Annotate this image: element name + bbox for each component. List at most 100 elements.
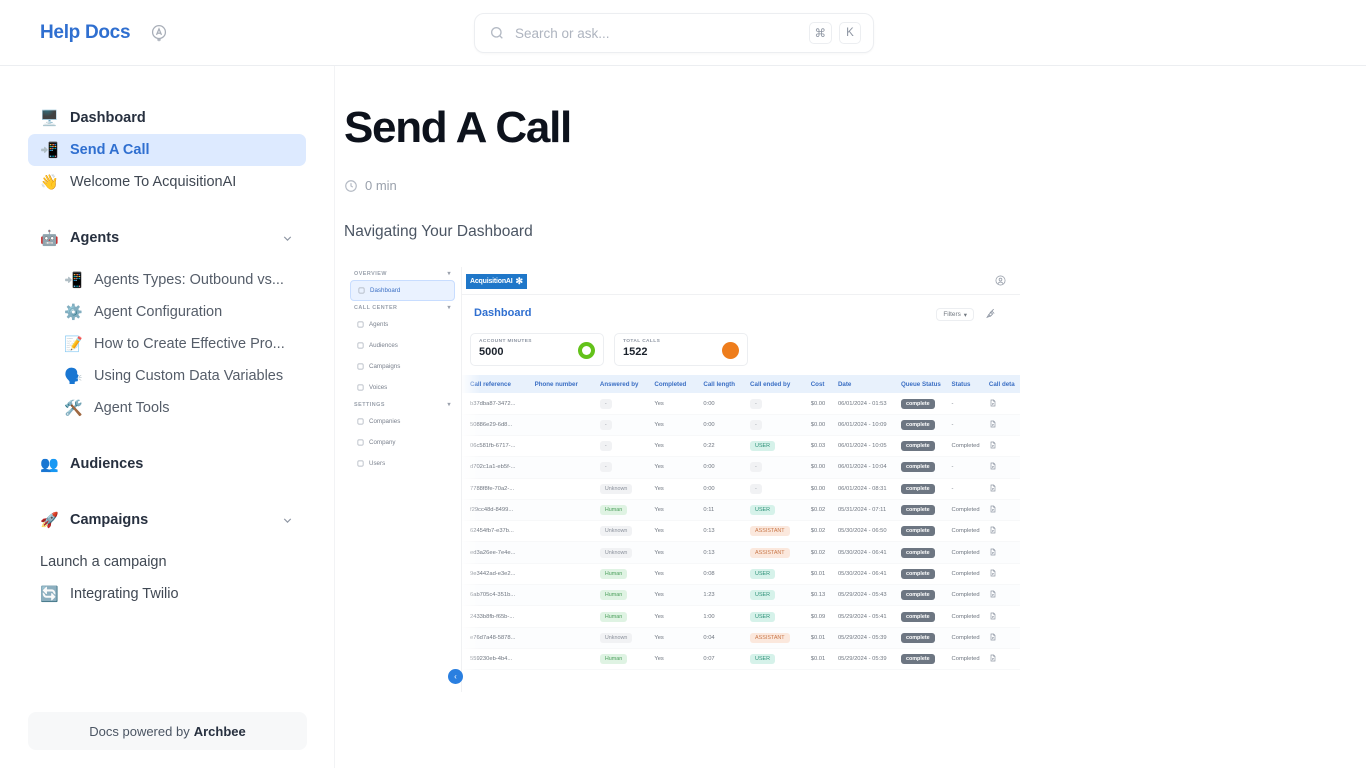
- sidebar-item-agents-types-outbound-vs[interactable]: 📲 Agents Types: Outbound vs...: [52, 264, 320, 296]
- table-row[interactable]: 06c581fb-6717-... - Yes 0:22 USER $0.03 06/01/…: [462, 436, 1020, 458]
- cell-call-details[interactable]: [989, 462, 1020, 472]
- column-header[interactable]: Queue Status: [900, 380, 941, 388]
- cell-call-details[interactable]: [989, 569, 1020, 579]
- cell-call-details[interactable]: [989, 505, 1020, 515]
- cell-status: Completed: [951, 592, 980, 599]
- stat-card-value: 1522: [623, 346, 648, 359]
- column-header[interactable]: Status: [951, 380, 971, 388]
- table-row[interactable]: 6ab705c4-351b... Human Yes 1:23 USER $0.13 05/…: [462, 585, 1020, 607]
- dashboard-nav-company[interactable]: Company: [350, 432, 455, 453]
- call-details-document-icon[interactable]: [989, 590, 997, 598]
- call-details-document-icon[interactable]: [989, 441, 997, 449]
- cell-call-details[interactable]: [989, 654, 1020, 664]
- cell-call-details[interactable]: [989, 484, 1020, 494]
- cell-call-details[interactable]: [989, 441, 1020, 451]
- column-header[interactable]: Answered by: [599, 380, 639, 388]
- dashboard-nav-companies[interactable]: Companies: [350, 411, 455, 432]
- dashboard-nav-audiences[interactable]: Audiences: [350, 335, 455, 356]
- chevron-down-icon[interactable]: [281, 232, 294, 245]
- sidebar-item-agent-tools[interactable]: 🛠️ Agent Tools: [52, 392, 320, 424]
- cell-call-details[interactable]: [989, 633, 1020, 643]
- sidebar-item-label: Welcome To AcquisitionAI: [70, 174, 237, 190]
- dashboard-nav-agents[interactable]: Agents: [350, 314, 455, 335]
- search-icon: [491, 27, 503, 39]
- table-row[interactable]: 559230eb-4b4... Human Yes 0:07 USER $0.01 05/2…: [462, 649, 1020, 671]
- sidebar-item-campaigns[interactable]: 🚀 Campaigns: [28, 504, 306, 536]
- filters-dropdown[interactable]: Filters ▾: [936, 308, 974, 322]
- cell-call-details[interactable]: [989, 420, 1020, 430]
- table-row[interactable]: ed3a26ee-7e4e... Unknown Yes 0:13 ASSISTANT $…: [462, 542, 1020, 564]
- table-row[interactable]: 50886e29-6d8... - Yes 0:00 - $0.00 06/01/2024 …: [462, 414, 1020, 436]
- sidebar-item-agents[interactable]: 🤖 Agents: [28, 222, 306, 254]
- table-row[interactable]: 7788f8fe-70a2-... Unknown Yes 0:00 - $0.00 06/…: [462, 479, 1020, 500]
- cell-call-details[interactable]: [989, 399, 1020, 409]
- stat-card-label: ACCOUNT MINUTES: [479, 339, 532, 345]
- column-header[interactable]: Cost: [810, 380, 825, 388]
- cell-completed: Yes: [654, 592, 664, 599]
- answered-by-pill: Unknown: [599, 526, 633, 537]
- sidebar-collapse-button[interactable]: ‹: [448, 669, 463, 685]
- dashboard-nav-users[interactable]: Users: [350, 453, 455, 474]
- call-details-document-icon[interactable]: [989, 484, 997, 492]
- sidebar-item-dashboard[interactable]: 🖥️ Dashboard: [28, 102, 306, 134]
- call-details-document-icon[interactable]: [989, 548, 997, 556]
- brand[interactable]: Help Docs: [40, 22, 170, 44]
- sidebar-item-send-a-call[interactable]: 📲 Send A Call: [28, 134, 306, 166]
- cell-call-details[interactable]: [989, 548, 1020, 558]
- column-header[interactable]: Call reference: [470, 380, 511, 388]
- call-details-document-icon[interactable]: [989, 612, 997, 620]
- dashboard-nav-label: Companies: [369, 418, 401, 426]
- column-header[interactable]: Call ended by: [750, 380, 791, 388]
- sidebar-item-how-to-create-effective-pro[interactable]: 📝 How to Create Effective Pro...: [52, 328, 320, 360]
- cell-call-ended-by: -: [750, 398, 811, 409]
- cell-call-reference: f29cc48d-8499...: [470, 507, 514, 514]
- call-details-document-icon[interactable]: [989, 569, 997, 577]
- call-details-document-icon[interactable]: [989, 526, 997, 534]
- search-bar[interactable]: Search or ask... ⌘ K: [474, 13, 874, 53]
- sidebar-item-agent-configuration[interactable]: ⚙️ Agent Configuration: [52, 296, 320, 328]
- sidebar-item-integrating-twilio[interactable]: 🔄 Integrating Twilio: [28, 578, 306, 610]
- rocket-icon: 🚀: [40, 511, 59, 529]
- dashboard-nav-voices[interactable]: Voices: [350, 377, 455, 398]
- cell-call-details[interactable]: [989, 526, 1020, 536]
- table-row[interactable]: 2433b8fb-f65b-... Human Yes 1:00 USER $0.09 05…: [462, 606, 1020, 628]
- sidebar-item-welcome-to-acquisitionai[interactable]: 👋 Welcome To AcquisitionAI: [28, 166, 306, 198]
- cell-answered-by: -: [599, 398, 654, 409]
- user-avatar-icon[interactable]: [995, 275, 1006, 286]
- search-input[interactable]: Search or ask...: [515, 25, 610, 41]
- table-row[interactable]: f29cc48d-8499... Human Yes 0:11 USER $0.02 05/…: [462, 499, 1020, 522]
- sidebar-footer[interactable]: Docs powered by Archbee: [28, 712, 307, 750]
- sidebar-item-audiences[interactable]: 👥 Audiences: [28, 448, 306, 480]
- table-row[interactable]: 62454fb7-e37b... Unknown Yes 0:13 ASSISTANT $…: [462, 521, 1020, 543]
- chevron-down-icon[interactable]: [281, 514, 294, 527]
- column-header[interactable]: Call deta: [988, 380, 1015, 388]
- broom-icon[interactable]: [985, 307, 998, 320]
- dashboard-nav-campaigns[interactable]: Campaigns: [350, 356, 455, 377]
- call-details-document-icon[interactable]: [989, 420, 997, 428]
- dashboard-nav-dashboard[interactable]: Dashboard: [350, 280, 455, 302]
- call-details-document-icon[interactable]: [989, 633, 997, 641]
- call-details-document-icon[interactable]: [989, 462, 997, 470]
- cell-call-details[interactable]: [989, 590, 1020, 600]
- table-row[interactable]: e76d7a48-5878... Unknown Yes 0:04 ASSISTANT $…: [462, 627, 1020, 649]
- column-header[interactable]: Completed: [654, 380, 687, 388]
- call-ended-by-pill: ASSISTANT: [750, 632, 790, 643]
- table-row[interactable]: 9e3442ad-e3e2... Human Yes 0:08 USER $0.01 05/…: [462, 564, 1020, 586]
- megaphone-icon: [357, 363, 364, 370]
- cell-call-details[interactable]: [989, 612, 1020, 622]
- sidebar-item-using-custom-data-variables[interactable]: 🗣️ Using Custom Data Variables: [52, 360, 320, 392]
- column-header[interactable]: Call length: [703, 380, 736, 388]
- call-details-document-icon[interactable]: [989, 399, 997, 407]
- call-details-document-icon[interactable]: [989, 505, 997, 513]
- table-row[interactable]: b37dba87-3472... - Yes 0:00 - $0.00 06/01/2024…: [462, 393, 1020, 415]
- acquisitionai-logo: AcquisitionAI ✻: [466, 274, 527, 290]
- cell-cost: $0.01: [810, 656, 826, 663]
- column-header[interactable]: Date: [837, 380, 852, 388]
- call-details-document-icon[interactable]: [989, 654, 997, 662]
- sidebar-item-label: Audiences: [70, 456, 144, 472]
- sidebar-item-launch-a-campaign[interactable]: Launch a campaign: [28, 546, 306, 578]
- table-row[interactable]: d702c1a1-eb5f-... - Yes 0:00 - $0.00 06/01/202…: [462, 457, 1020, 479]
- cell-call-length: 0:13: [703, 549, 715, 556]
- cell-answered-by: Unknown: [599, 632, 654, 643]
- column-header[interactable]: Phone number: [534, 380, 578, 388]
